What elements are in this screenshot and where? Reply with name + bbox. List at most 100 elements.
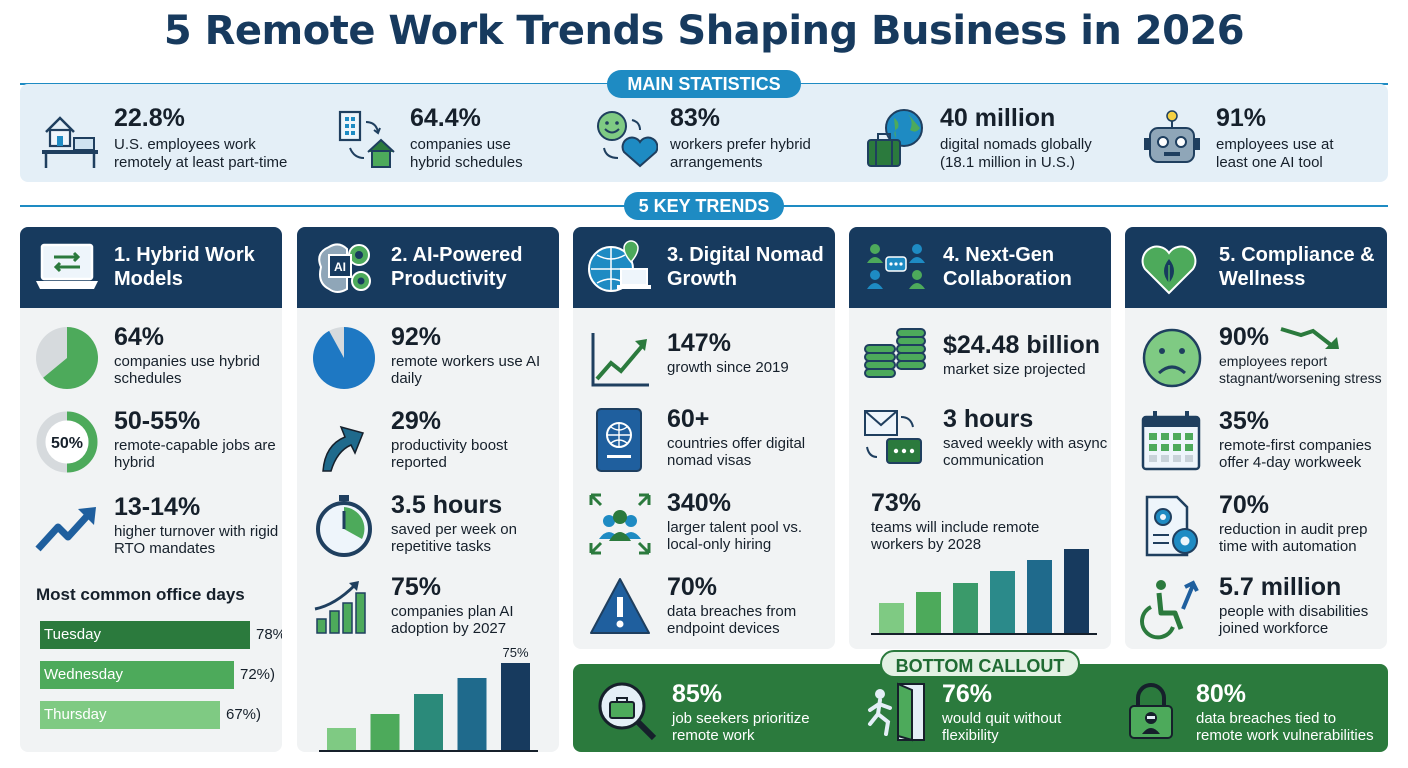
trend-title: 2. AI-Powered Productivity	[391, 244, 523, 290]
trend-stat: 29% productivity boost reported	[297, 407, 559, 477]
office-day-bar: Tuesday	[40, 621, 250, 649]
home-office-icon	[42, 116, 98, 168]
office-day-value: 67%)	[226, 706, 262, 723]
trend-card-digital-nomad: 3. Digital Nomad Growth 147% growth sinc…	[573, 227, 835, 649]
laptop-arrows-icon	[36, 243, 98, 289]
trend-header: 3. Digital Nomad Growth	[573, 227, 835, 308]
curved-up-arrow-icon	[322, 425, 365, 472]
trend-card-collaboration: 4. Next-Gen Collaboration $24.48 billion…	[849, 227, 1111, 649]
trend-stat: 3.5 hours saved per week on repetitive t…	[297, 491, 559, 561]
sad-face-icon	[1142, 328, 1202, 388]
trend-stat: 340% larger talent pool vs. local-only h…	[573, 489, 835, 559]
globe-suitcase-icon	[867, 109, 923, 167]
trend-stat: 3 hours saved weekly with async communic…	[849, 405, 1111, 475]
main-stat: 83% workers prefer hybrid arrangements	[596, 104, 866, 171]
callout-stat: 76% would quit without flexibility	[866, 680, 1106, 750]
page-title: 5 Remote Work Trends Shaping Business in…	[163, 8, 1245, 54]
bar	[501, 663, 530, 750]
trend-title: 1. Hybrid Work Models	[114, 244, 255, 290]
main-stat: 91% employees use at least one AI tool	[1142, 104, 1382, 171]
stopwatch-icon	[316, 495, 372, 557]
heart-leaf-icon	[1141, 245, 1197, 295]
trend-stat: 73% teams will include remote workers by…	[871, 489, 1040, 553]
trend-stat: 13-14% higher turnover with rigid RTO ma…	[20, 493, 282, 563]
bar-value-label: 75%	[502, 645, 528, 660]
trend-stat: 60+ countries offer digital nomad visas	[573, 405, 835, 475]
bar	[953, 583, 978, 633]
trend-card-compliance-wellness: 5. Compliance & Wellness 90% employees r…	[1125, 227, 1387, 649]
trend-stat: 75% companies plan AI adoption by 2027	[297, 573, 559, 643]
trend-header: 4. Next-Gen Collaboration	[849, 227, 1111, 308]
trend-stat: 50% 50-55% remote-capable jobs are hybri…	[20, 407, 282, 477]
bar	[1027, 560, 1052, 633]
trend-stat: $24.48 billion market size projected	[849, 325, 1111, 395]
trend-card-hybrid-work: 1. Hybrid Work Models 64% companies use …	[20, 227, 282, 752]
ai-adoption-bar-chart: 75%	[319, 645, 538, 752]
bottom-callout-panel	[573, 664, 1388, 752]
trend-title: 4. Next-Gen Collaboration	[943, 244, 1072, 290]
trend-stat: 35% remote-first companies offer 4-day w…	[1125, 407, 1387, 477]
trend-title: 5. Compliance & Wellness	[1219, 244, 1375, 290]
globe-laptop-pin-icon	[588, 240, 651, 292]
bar	[879, 603, 904, 633]
magnifier-briefcase-icon	[598, 682, 657, 741]
trend-stat: 64% companies use hybrid schedules	[20, 323, 282, 393]
trend-title: 3. Digital Nomad Growth	[667, 244, 824, 290]
main-stat: 64.4% companies use hybrid schedules	[336, 104, 606, 171]
bar	[457, 678, 487, 750]
robot-icon	[1144, 110, 1200, 163]
bar	[414, 694, 443, 750]
bar	[1064, 549, 1089, 633]
trend-header: AI 2. AI-Powered Productivity	[297, 227, 559, 308]
exit-door-icon	[868, 682, 925, 742]
office-day-bar: Wednesday	[40, 661, 234, 689]
passport-icon	[596, 408, 642, 472]
down-trend-arrow-icon	[1280, 327, 1339, 349]
bar	[990, 571, 1015, 633]
callout-stat: 80% data breaches tied to remote work vu…	[1120, 680, 1385, 750]
key-trends-label: 5 KEY TRENDS	[624, 192, 784, 220]
warning-icon	[590, 578, 650, 634]
trend-up-arrow-icon	[35, 507, 96, 552]
main-statistics-label: MAIN STATISTICS	[607, 70, 801, 98]
trend-stat: 70% reduction in audit prep time with au…	[1125, 491, 1387, 561]
ai-brain-gear-icon: AI	[318, 243, 371, 293]
ring-chart-icon: 50%	[36, 411, 98, 473]
talent-pool-icon	[589, 493, 651, 555]
calendar-icon	[1141, 411, 1201, 471]
bottom-callout-label: BOTTOM CALLOUT	[880, 650, 1080, 678]
trend-stat: 92% remote workers use AI daily	[297, 323, 559, 393]
office-day-value: 72%)	[240, 666, 276, 683]
callout-stat: 85% job seekers prioritize remote work	[596, 680, 846, 750]
office-days-title: Most common office days	[36, 585, 245, 604]
pie-chart-icon	[312, 327, 375, 389]
main-stat: 40 million digital nomads globally (18.1…	[866, 104, 1136, 171]
trend-card-ai-productivity: AI 2. AI-Powered Productivity 92% remote…	[297, 227, 559, 752]
trend-header: 1. Hybrid Work Models	[20, 227, 282, 308]
trend-header: 5. Compliance & Wellness	[1125, 227, 1387, 308]
remote-teams-bar-chart	[871, 549, 1097, 635]
ring-chart-label: 50%	[51, 435, 83, 452]
office-day-bar: Thursday	[40, 701, 220, 729]
coin-stack-icon	[864, 328, 926, 378]
team-chat-icon	[867, 244, 925, 289]
main-stat: 22.8% U.S. employees work remotely at le…	[40, 104, 310, 171]
padlock-hacker-icon	[1129, 683, 1173, 739]
growth-chart-icon	[591, 333, 649, 387]
document-gear-icon	[1145, 495, 1198, 557]
office-day-value: 78%)	[256, 626, 282, 643]
growth-bars-icon	[314, 581, 366, 634]
bar	[327, 728, 356, 750]
trend-stat: 5.7 million people with disabilities joi…	[1125, 573, 1387, 643]
smile-heart-icon	[597, 111, 658, 168]
svg-text:AI: AI	[334, 260, 346, 274]
accessibility-icon	[1140, 580, 1199, 640]
trend-stat: 90% employees report stagnant/worsening …	[1125, 323, 1387, 393]
async-message-icon	[864, 410, 922, 464]
bar	[916, 592, 941, 633]
trend-stat: 70% data breaches from endpoint devices	[573, 573, 835, 643]
pie-chart-icon	[36, 327, 98, 389]
trend-stat: 147% growth since 2019	[573, 325, 835, 395]
bar	[370, 714, 400, 750]
office-to-home-icon	[338, 110, 395, 168]
